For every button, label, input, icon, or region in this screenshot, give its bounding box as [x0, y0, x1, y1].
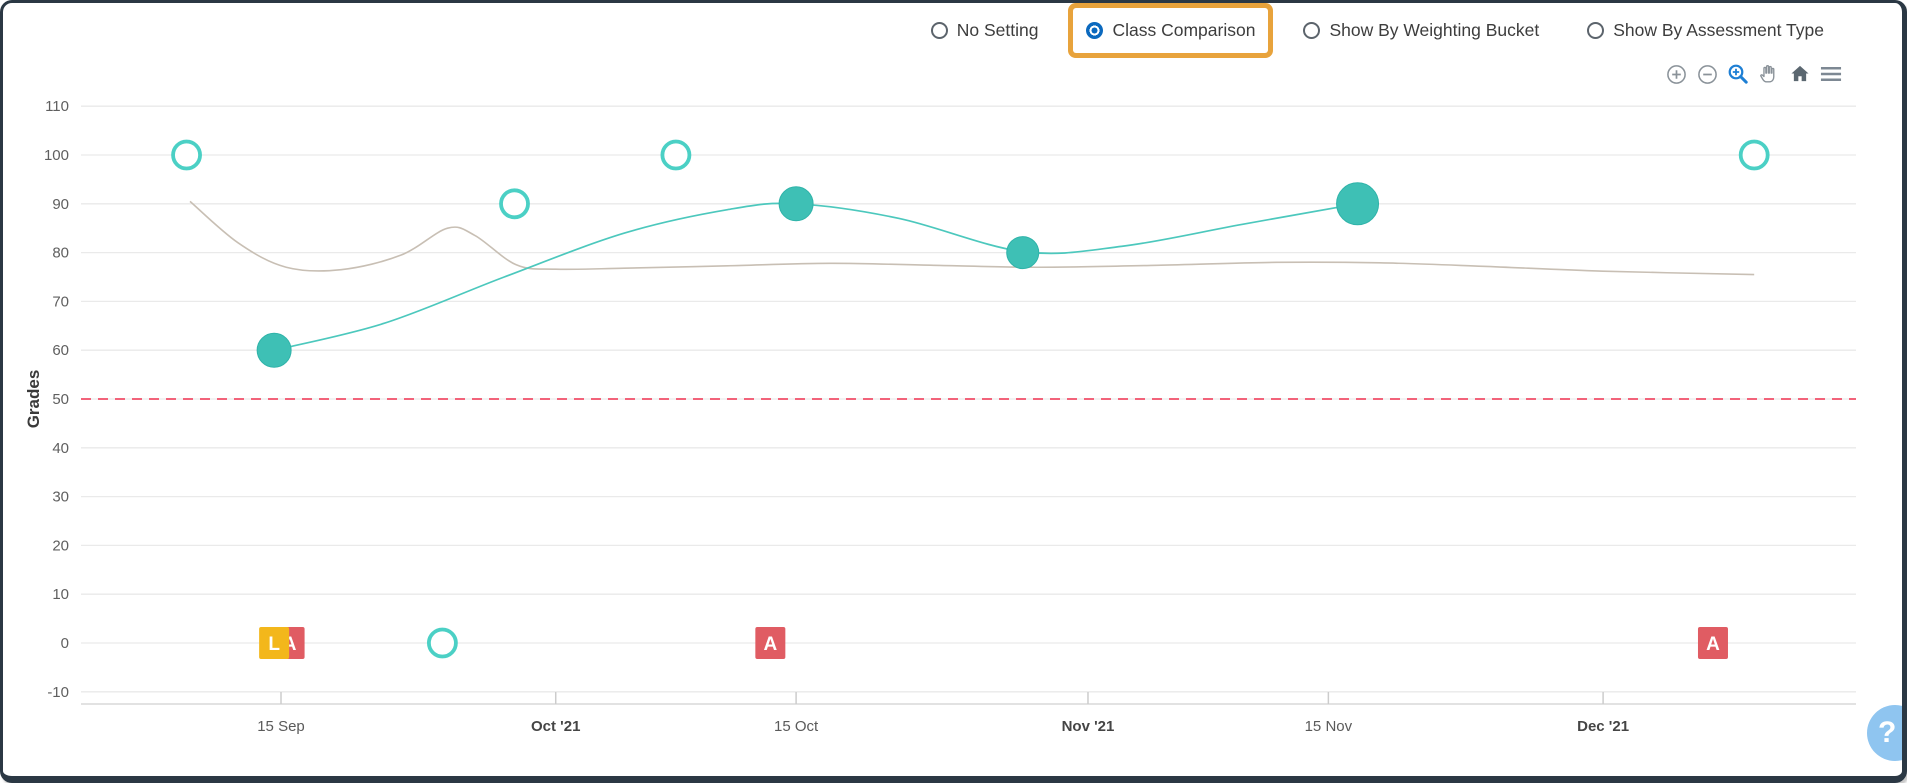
grade-bubble[interactable] — [778, 186, 814, 222]
radio-option-no-setting[interactable]: No Setting — [930, 19, 1039, 41]
assessment-badge-label: L — [268, 634, 280, 655]
series-class-average — [189, 200, 1755, 276]
y-tick-label: 90 — [52, 196, 69, 213]
series-student-grades — [273, 202, 1358, 352]
assessment-badge-label: A — [1706, 634, 1720, 655]
help-label: ? — [1878, 716, 1897, 749]
radio-label: No Setting — [956, 19, 1039, 40]
y-tick-label: -10 — [47, 684, 69, 701]
zoom-out-icon[interactable] — [1696, 63, 1718, 85]
chart-toolbar — [1665, 63, 1842, 85]
y-tick-label: 80 — [52, 245, 69, 262]
radio-icon[interactable] — [930, 21, 948, 39]
y-tick-label: 60 — [52, 342, 69, 359]
open-grade-point[interactable] — [499, 188, 530, 220]
y-tick-label: 10 — [52, 586, 69, 603]
menu-icon[interactable] — [1820, 63, 1842, 85]
y-tick-label: 70 — [52, 293, 69, 310]
grade-bubble[interactable] — [1006, 236, 1040, 270]
y-axis-title: Grades — [24, 370, 43, 429]
x-tick-label: 15 Oct — [774, 718, 819, 735]
grade-bubble[interactable] — [256, 332, 292, 368]
open-grade-point[interactable] — [426, 627, 458, 659]
grade-bubble[interactable] — [1336, 182, 1380, 226]
radio-option-class-comparison[interactable]: Class Comparison — [1073, 8, 1268, 53]
y-tick-label: 50 — [52, 391, 69, 408]
assessment-badge-L[interactable] — [259, 627, 290, 659]
x-tick-label: Nov '21 — [1062, 718, 1115, 735]
home-icon[interactable] — [1789, 63, 1811, 85]
open-grade-point[interactable] — [1738, 139, 1770, 171]
y-tick-label: 0 — [61, 635, 69, 652]
y-tick-label: 100 — [44, 147, 69, 164]
x-tick-label: 15 Sep — [257, 718, 305, 735]
zoom-selection-icon[interactable] — [1727, 63, 1749, 85]
radio-selected-icon[interactable] — [1086, 21, 1104, 39]
assessment-badge-A[interactable] — [1697, 627, 1728, 659]
radio-label: Show By Assessment Type — [1613, 19, 1824, 40]
radio-label: Class Comparison — [1112, 19, 1256, 40]
y-tick-label: 110 — [45, 98, 69, 115]
y-tick-label: 20 — [52, 537, 69, 554]
radio-option-show-by-assessment-type[interactable]: Show By Assessment Type — [1587, 20, 1824, 41]
pan-hand-icon[interactable] — [1758, 63, 1780, 85]
y-tick-label: 30 — [52, 489, 69, 506]
x-tick-label: Dec '21 — [1577, 718, 1629, 735]
radio-label: Show By Weighting Bucket — [1329, 19, 1540, 40]
assessment-badge-label: A — [763, 634, 777, 655]
assessment-badge-A[interactable] — [755, 627, 786, 659]
zoom-in-icon[interactable] — [1665, 63, 1687, 85]
y-tick-label: 40 — [52, 440, 69, 457]
radio-option-show-by-weighting-bucket[interactable]: Show By Weighting Bucket — [1303, 20, 1539, 41]
radio-icon[interactable] — [1587, 21, 1605, 39]
x-tick-label: 15 Nov — [1305, 718, 1353, 735]
view-options-bar: No Setting Class Comparison Show By Weig… — [930, 3, 1824, 57]
open-grade-point[interactable] — [171, 139, 202, 171]
open-grade-point[interactable] — [660, 139, 692, 171]
radio-icon[interactable] — [1303, 21, 1321, 39]
x-tick-label: Oct '21 — [531, 718, 580, 735]
